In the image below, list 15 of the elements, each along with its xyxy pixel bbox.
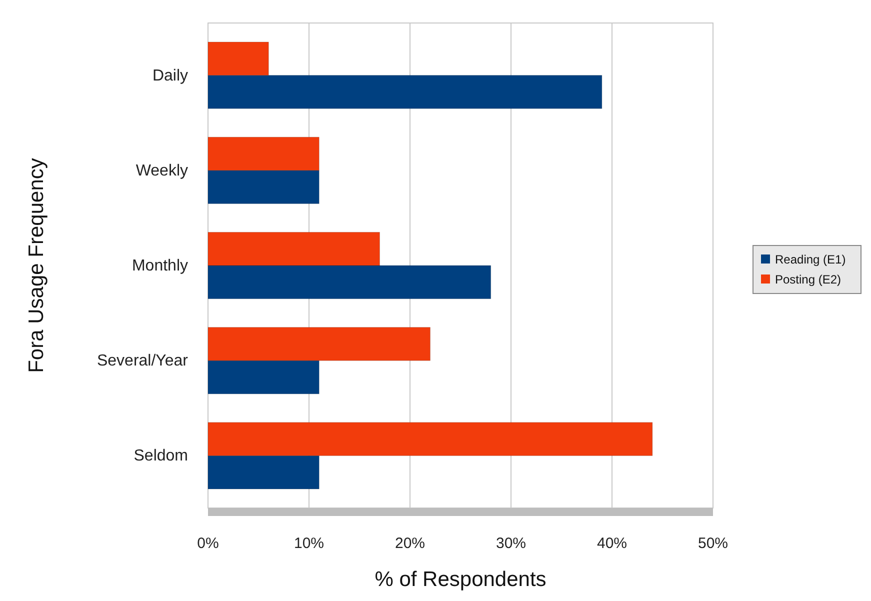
y-tick-label: Seldom xyxy=(134,448,188,465)
y-axis-title: Fora Usage Frequency xyxy=(25,158,48,373)
x-tick-label: 30% xyxy=(496,535,526,552)
x-tick-label: 40% xyxy=(596,535,628,552)
x-axis-title: % of Respondents xyxy=(374,568,546,591)
x-tick-label: 20% xyxy=(394,535,426,552)
y-tick-label: Several/Year xyxy=(96,352,189,370)
x-tick-label: 10% xyxy=(294,535,324,552)
x-tick-label: 0% xyxy=(197,535,219,552)
legend-label: Posting (E2) xyxy=(775,272,842,286)
legend-label: Reading (E1) xyxy=(775,252,846,266)
x-tick-label: 50% xyxy=(698,535,728,552)
y-tick-label: Daily xyxy=(152,67,188,84)
y-tick-label: Monthly xyxy=(132,258,188,274)
y-tick-label: Weekly xyxy=(136,162,188,180)
